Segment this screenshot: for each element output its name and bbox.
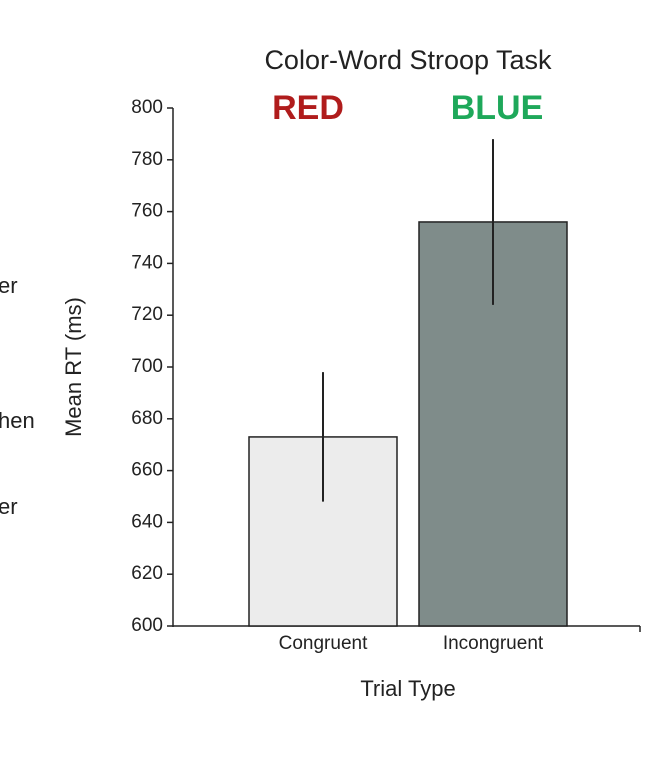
- y-tick-label: 700: [131, 356, 163, 377]
- y-tick-label: 720: [131, 304, 163, 325]
- y-tick-label: 800: [131, 97, 163, 118]
- y-tick-label: 620: [131, 563, 163, 584]
- y-tick-label: 680: [131, 408, 163, 429]
- y-tick-label: 740: [131, 252, 163, 273]
- text-fragment: hen: [0, 408, 35, 433]
- text-fragment: er: [0, 273, 18, 298]
- y-tick-label: 660: [131, 460, 163, 481]
- y-axis-label: Mean RT (ms): [61, 297, 86, 437]
- x-tick-label: Incongruent: [443, 633, 544, 654]
- x-axis-label: Trial Type: [360, 676, 455, 701]
- y-tick-label: 600: [131, 615, 163, 636]
- y-tick-label: 760: [131, 201, 163, 222]
- y-tick-label: 780: [131, 149, 163, 170]
- annotation: RED: [272, 89, 344, 127]
- x-tick-label: Congruent: [279, 633, 368, 654]
- annotation: BLUE: [451, 89, 544, 127]
- y-tick-label: 640: [131, 511, 163, 532]
- text-fragment: er: [0, 494, 18, 519]
- chart-title: Color-Word Stroop Task: [264, 45, 552, 75]
